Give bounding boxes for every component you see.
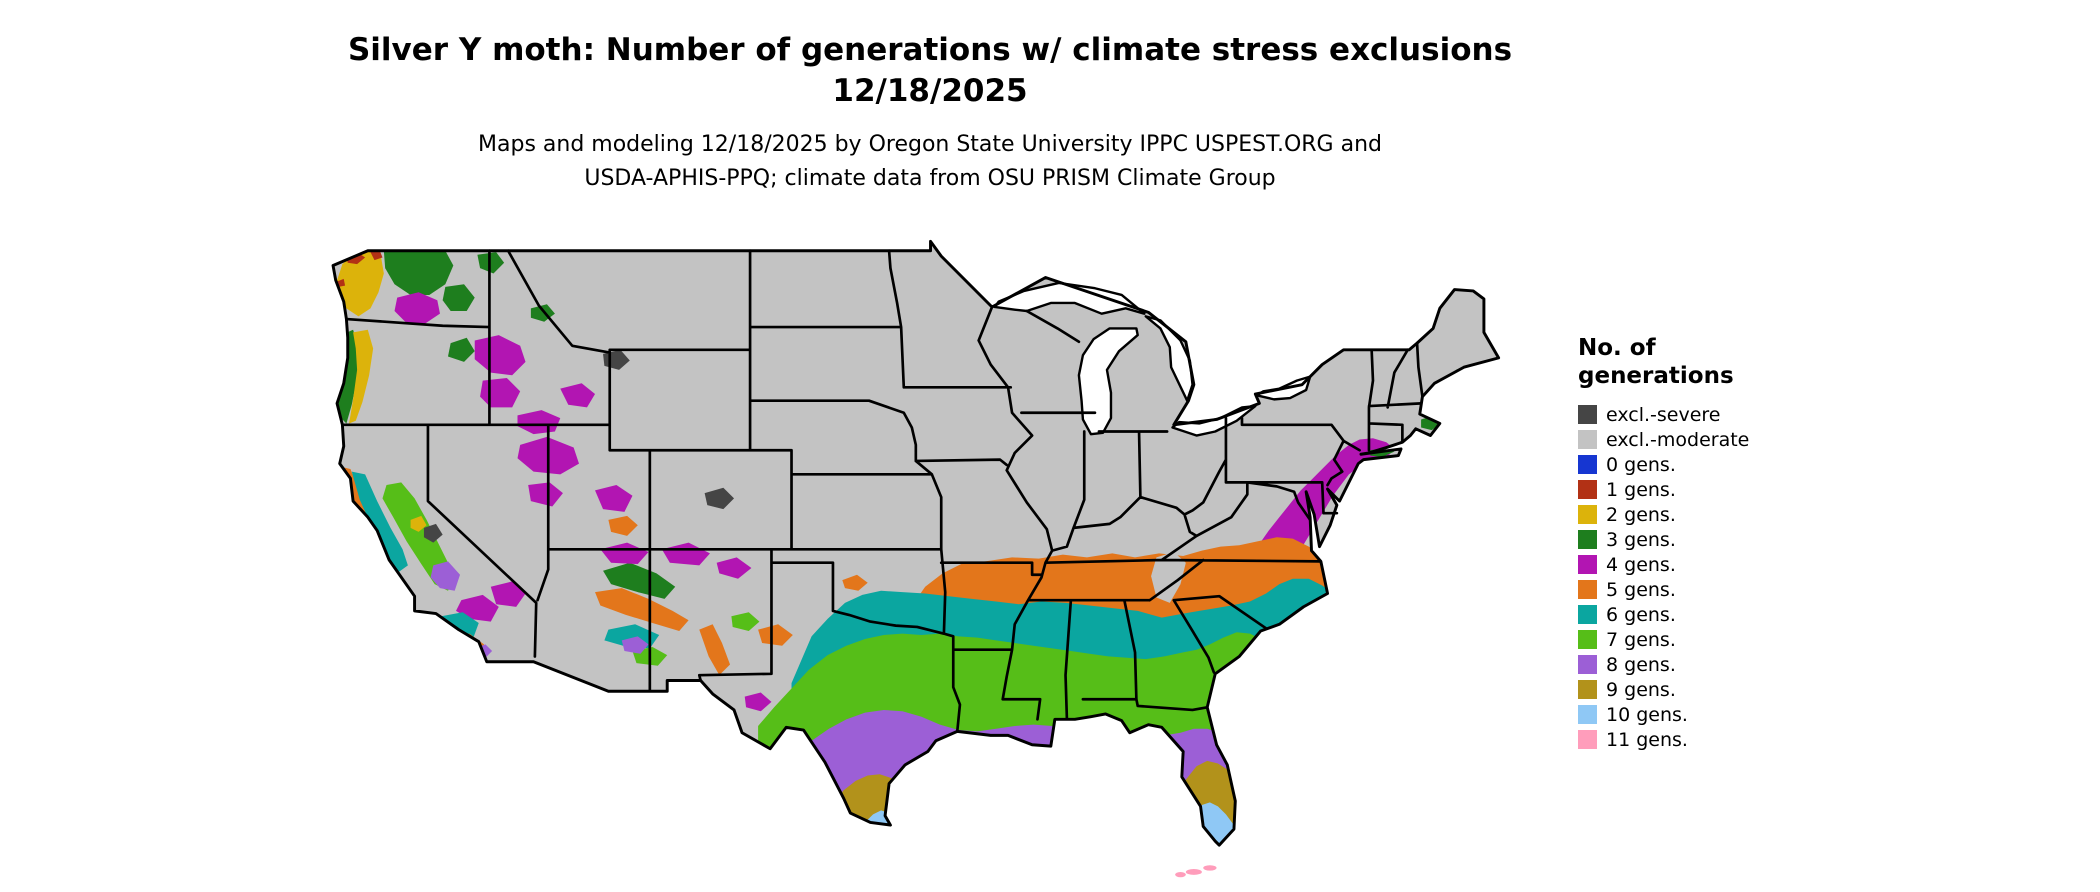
map-region bbox=[716, 557, 752, 579]
map-region bbox=[382, 482, 455, 591]
legend-swatch bbox=[1578, 455, 1597, 474]
legend-items: excl.-severe excl.-moderate 0 gens. 1 ge… bbox=[1578, 402, 1858, 752]
map-region bbox=[337, 278, 346, 287]
legend-item-label: 10 gens. bbox=[1606, 703, 1688, 726]
map-region bbox=[699, 624, 731, 676]
lake-michigan bbox=[1077, 327, 1139, 436]
subtitle-line1: Maps and modeling 12/18/2025 by Oregon S… bbox=[478, 132, 1382, 157]
legend-swatch bbox=[1578, 555, 1597, 574]
header: Silver Y moth: Number of generations w/ … bbox=[0, 30, 1860, 196]
legend-item-label: excl.-moderate bbox=[1606, 428, 1750, 451]
subtitle-line2: USDA-APHIS-PPQ; climate data from OSU PR… bbox=[584, 166, 1276, 191]
map-region bbox=[383, 250, 454, 295]
legend-swatch bbox=[1578, 480, 1597, 499]
legend-item: 11 gens. bbox=[1578, 727, 1858, 752]
legend-item-label: 1 gens. bbox=[1606, 478, 1676, 501]
legend-swatch bbox=[1578, 680, 1597, 699]
legend-item: excl.-moderate bbox=[1578, 427, 1858, 452]
page-title-line2: 12/18/2025 bbox=[832, 73, 1028, 109]
legend-title-line1: No. of bbox=[1578, 335, 1656, 361]
map-region bbox=[528, 482, 563, 507]
legend-item: 2 gens. bbox=[1578, 502, 1858, 527]
legend-item-label: 2 gens. bbox=[1606, 503, 1676, 526]
legend-swatch bbox=[1578, 630, 1597, 649]
legend-item: 3 gens. bbox=[1578, 527, 1858, 552]
us-outline bbox=[331, 239, 1501, 847]
map-region bbox=[1151, 551, 1186, 603]
us-generations-map bbox=[331, 239, 1501, 878]
legend-item-label: excl.-severe bbox=[1606, 403, 1721, 426]
map-region bbox=[410, 515, 427, 532]
map-region bbox=[335, 250, 384, 317]
legend-item: 10 gens. bbox=[1578, 702, 1858, 727]
map-region bbox=[621, 636, 649, 654]
legend-item-label: 7 gens. bbox=[1606, 628, 1676, 651]
legend-swatch bbox=[1578, 580, 1597, 599]
legend-swatch bbox=[1578, 655, 1597, 674]
map-region bbox=[831, 760, 1499, 846]
legend-item: 5 gens. bbox=[1578, 577, 1858, 602]
map-region bbox=[490, 581, 526, 607]
map-region bbox=[731, 612, 760, 631]
map-region bbox=[744, 692, 772, 712]
legend-swatch bbox=[1578, 430, 1597, 449]
legend-swatch bbox=[1578, 730, 1597, 749]
legend-item-label: 4 gens. bbox=[1606, 553, 1676, 576]
legend-item: 6 gens. bbox=[1578, 602, 1858, 627]
map-region bbox=[603, 562, 676, 599]
map-region bbox=[442, 284, 475, 312]
lake-superior bbox=[993, 281, 1146, 315]
page-title-line1: Silver Y moth: Number of generations w/ … bbox=[347, 32, 1513, 68]
legend-item: 7 gens. bbox=[1578, 627, 1858, 652]
legend-item-label: 11 gens. bbox=[1606, 728, 1688, 751]
map-region bbox=[394, 292, 440, 325]
legend: No. of generations excl.-severe excl.-mo… bbox=[1578, 334, 1858, 752]
map-regions bbox=[333, 241, 1499, 846]
legend-item: 8 gens. bbox=[1578, 652, 1858, 677]
legend-item: 1 gens. bbox=[1578, 477, 1858, 502]
map-region bbox=[842, 574, 868, 591]
map-region bbox=[370, 250, 383, 261]
legend-item: 4 gens. bbox=[1578, 552, 1858, 577]
map-region bbox=[447, 337, 475, 362]
map-region bbox=[1203, 865, 1217, 871]
legend-item-label: 5 gens. bbox=[1606, 578, 1676, 601]
map-region bbox=[474, 335, 526, 376]
legend-item: 0 gens. bbox=[1578, 452, 1858, 477]
legend-title-line2: generations bbox=[1578, 363, 1734, 389]
state-borders bbox=[341, 249, 1424, 733]
legend-item-label: 3 gens. bbox=[1606, 528, 1676, 551]
map-region bbox=[795, 709, 1499, 846]
map-region bbox=[351, 471, 408, 573]
legend-item: 9 gens. bbox=[1578, 677, 1858, 702]
map-region bbox=[1175, 871, 1186, 878]
florida-keys bbox=[1175, 865, 1217, 878]
legend-swatch bbox=[1578, 505, 1597, 524]
map-region bbox=[595, 485, 633, 512]
map-region bbox=[1183, 841, 1499, 846]
map-region bbox=[704, 487, 735, 510]
map-region bbox=[595, 588, 689, 631]
map-region bbox=[456, 594, 499, 622]
map-region bbox=[608, 515, 638, 536]
legend-item: excl.-severe bbox=[1578, 402, 1858, 427]
map-region bbox=[758, 624, 793, 646]
map-region bbox=[349, 329, 374, 424]
legend-swatch bbox=[1578, 530, 1597, 549]
subtitle: Maps and modeling 12/18/2025 by Oregon S… bbox=[0, 128, 1860, 196]
legend-item-label: 0 gens. bbox=[1606, 453, 1676, 476]
legend-swatch bbox=[1578, 605, 1597, 624]
legend-item-label: 9 gens. bbox=[1606, 678, 1676, 701]
map-region bbox=[423, 523, 443, 543]
map-region bbox=[430, 561, 461, 591]
map-region bbox=[560, 383, 596, 408]
legend-item-label: 6 gens. bbox=[1606, 603, 1676, 626]
legend-swatch bbox=[1578, 405, 1597, 424]
legend-swatch bbox=[1578, 705, 1597, 724]
legend-item-label: 8 gens. bbox=[1606, 653, 1676, 676]
map-region bbox=[1185, 869, 1202, 875]
